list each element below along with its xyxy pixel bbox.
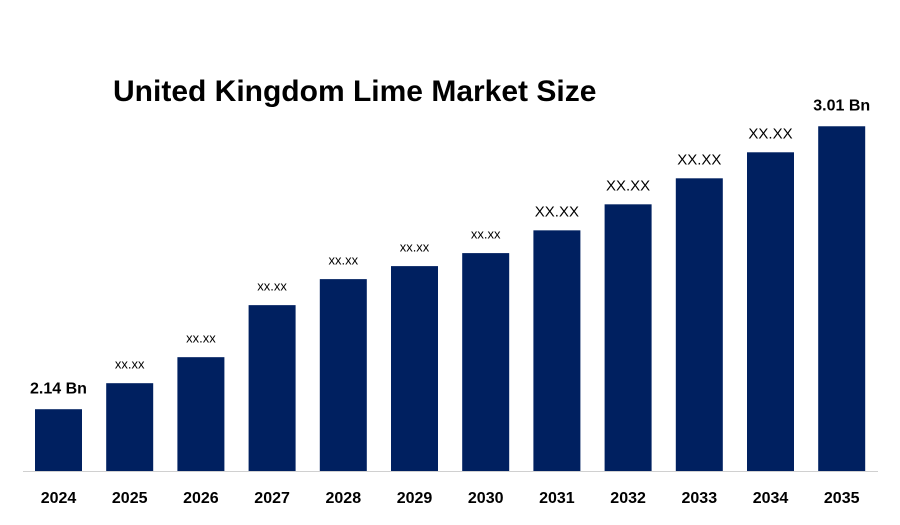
- x-tick-label: 2030: [468, 490, 504, 507]
- x-tick-label: 2029: [397, 490, 433, 507]
- bar: [675, 178, 723, 471]
- x-tick-label: 2025: [112, 490, 148, 507]
- data-label: XX.XX: [677, 151, 721, 168]
- x-tick-label: 2024: [41, 490, 77, 507]
- x-tick-label: 2027: [254, 490, 290, 507]
- data-label: xx.xx: [257, 279, 287, 294]
- bar: [248, 305, 296, 471]
- x-tick-label: 2034: [753, 490, 789, 507]
- bar: [177, 357, 225, 471]
- data-label: 2.14 Bn: [30, 380, 87, 397]
- data-label: xx.xx: [186, 331, 216, 346]
- data-label: 3.01 Bn: [813, 97, 870, 114]
- bar: [106, 383, 154, 471]
- x-tick-label: 2026: [183, 490, 219, 507]
- bar: [747, 152, 794, 471]
- bar: [533, 230, 581, 471]
- x-tick-label: 2035: [824, 490, 860, 507]
- bar: [35, 409, 82, 471]
- data-label: xx.xx: [328, 253, 358, 268]
- data-label: XX.XX: [535, 203, 579, 220]
- bar: [391, 266, 438, 471]
- x-tick-label: 2031: [539, 490, 575, 507]
- x-tick-label: 2028: [326, 490, 362, 507]
- data-label: xx.xx: [400, 240, 430, 255]
- data-label: xx.xx: [471, 227, 501, 242]
- bar: [319, 279, 367, 471]
- data-label: XX.XX: [606, 177, 650, 194]
- data-label: xx.xx: [115, 357, 145, 372]
- bar: [818, 126, 866, 471]
- bar: [604, 204, 652, 472]
- x-tick-label: 2032: [610, 490, 646, 507]
- x-tick-label: 2033: [682, 490, 718, 507]
- data-label: XX.XX: [748, 125, 792, 142]
- bar: [462, 253, 510, 471]
- chart-title: United Kingdom Lime Market Size: [113, 75, 596, 108]
